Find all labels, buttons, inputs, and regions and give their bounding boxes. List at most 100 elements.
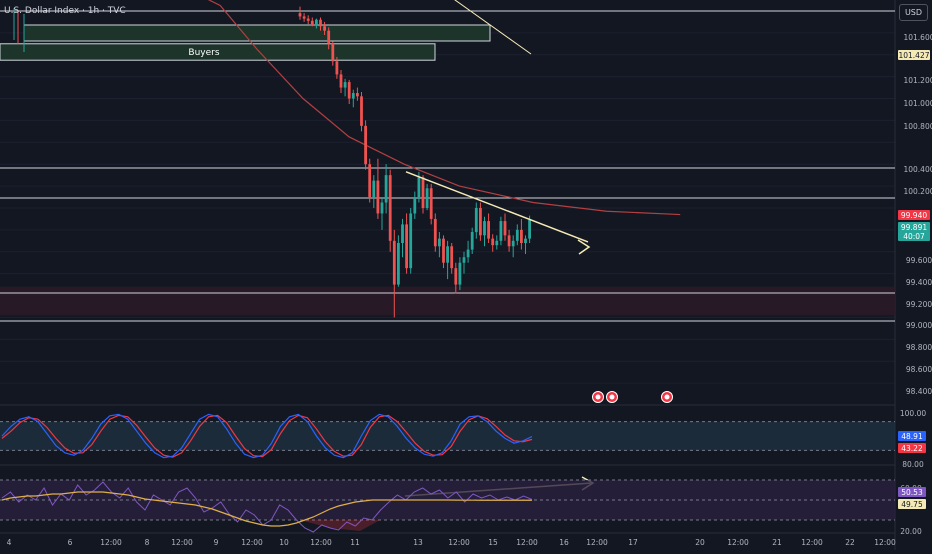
candle-body: [483, 221, 486, 236]
candle-body: [507, 235, 511, 247]
time-tick-label: 20: [695, 538, 705, 547]
candle-body: [491, 238, 495, 246]
time-tick-label: 12:00: [727, 538, 749, 547]
time-tick-label: 12:00: [310, 538, 332, 547]
stoch-d-line: [1, 414, 533, 458]
candle-body: [388, 175, 392, 241]
candle-body: [524, 238, 527, 243]
buyers-zone: [0, 43, 436, 61]
badge-countdown-text: 40:07: [903, 232, 925, 241]
candle-body: [495, 240, 499, 246]
event-markers[interactable]: [592, 391, 673, 403]
candle-body: [511, 240, 515, 247]
badge-last-price-text: 99.891: [901, 223, 927, 232]
time-tick-label: 12:00: [241, 538, 263, 547]
candle-body: [380, 202, 384, 214]
time-axis[interactable]: 4 6 12:00 8 12:00 9 12:00 10 12:00 11 13 12:00 15 12:…: [0, 532, 896, 547]
price-tick-label: 101.000: [903, 99, 932, 108]
candle-body: [356, 93, 359, 97]
candle-body: [446, 246, 449, 263]
ma-line: [207, 0, 681, 216]
candle-body: [401, 224, 404, 243]
badge-stoch-d-text: 43.22: [901, 444, 923, 453]
time-tick-label: 13: [413, 538, 423, 547]
time-tick-label: 12:00: [874, 538, 896, 547]
time-tick-label: 10: [279, 538, 289, 547]
candle-body: [323, 26, 326, 31]
candle-body: [417, 177, 421, 198]
candle-body: [450, 246, 454, 269]
candle-body: [421, 177, 425, 208]
trendline-arrowhead: [577, 239, 591, 255]
symbol-title[interactable]: U.S. Dollar Index · 1h · TVC: [4, 6, 126, 16]
price-tick-label: 99.000: [906, 321, 932, 330]
candle-body: [368, 164, 372, 198]
candle-body: [474, 207, 478, 233]
time-tick-label: 12:00: [171, 538, 193, 547]
event-marker-dot: [595, 394, 601, 400]
time-tick-label: 4: [7, 538, 12, 547]
rsi-tick-label: 20.00: [900, 527, 922, 536]
candle-body: [479, 207, 482, 236]
rsi-ma-line: [1, 491, 532, 527]
candle-body: [343, 82, 347, 88]
stochastic-pane: [0, 413, 895, 459]
horizontal-levels[interactable]: [0, 10, 895, 322]
time-tick-label: 12:00: [448, 538, 470, 547]
stoch-tick-label: 80.00: [902, 460, 924, 469]
candle-body: [302, 16, 306, 19]
buyers-label: Buyers: [188, 48, 219, 58]
candle-body: [470, 232, 474, 250]
candle-body: [442, 238, 445, 263]
badge-ma-text: 99.940: [901, 211, 927, 220]
candle-body: [347, 82, 351, 99]
badge-stoch-d: [898, 443, 926, 453]
time-tick-label: 6: [68, 538, 73, 547]
event-marker-dot: [609, 394, 615, 400]
candle-body: [339, 74, 343, 88]
price-tick-label: 98.600: [906, 365, 932, 374]
candle-body: [306, 18, 310, 21]
badge-stoch-k: [898, 431, 926, 441]
badge-rsi-ma-text: 49.75: [901, 500, 923, 509]
price-tick-label: 100.400: [903, 165, 932, 174]
trendline-price: [405, 171, 589, 243]
badge-top-level-text: 101.427: [898, 51, 929, 60]
price-tick-label: 101.200: [903, 76, 932, 85]
badge-last-price: [898, 222, 930, 232]
badge-ma: [898, 210, 930, 220]
candle-body: [331, 43, 335, 62]
badge-rsi-ma: [898, 499, 926, 509]
price-tick-label: 101.600: [903, 33, 932, 42]
candle-body: [503, 221, 507, 236]
time-tick-label: 22: [845, 538, 855, 547]
candle-body: [466, 249, 470, 258]
candle-body: [462, 257, 466, 263]
candle-body: [515, 229, 519, 241]
candles: [13, 6, 531, 318]
candle-body: [364, 125, 367, 165]
price-tick-label: 100.200: [903, 187, 932, 196]
candle-body: [384, 175, 388, 203]
time-tick-label: 9: [214, 538, 219, 547]
candle-body: [335, 61, 339, 75]
rsi-oversold-fill: [300, 520, 380, 531]
badge-rsi: [898, 487, 926, 497]
price-tick-label: 99.200: [906, 300, 932, 309]
candle-body: [310, 20, 314, 26]
price-axis[interactable]: 101.600 101.200 101.000 100.800 100.400 100.2…: [898, 33, 932, 536]
candle-body: [351, 93, 355, 99]
time-tick-label: 16: [559, 538, 569, 547]
candle-body: [425, 188, 429, 208]
currency-selector[interactable]: USD: [899, 4, 928, 21]
event-marker-dot: [664, 394, 670, 400]
badge-countdown: [898, 231, 930, 241]
candle-body: [458, 262, 462, 285]
time-tick-label: 8: [145, 538, 150, 547]
rsi-pane: [0, 479, 895, 533]
zones: Buyers: [0, 24, 895, 316]
price-tick-label: 99.600: [906, 256, 932, 265]
buyers-zone-upper: [23, 24, 491, 42]
